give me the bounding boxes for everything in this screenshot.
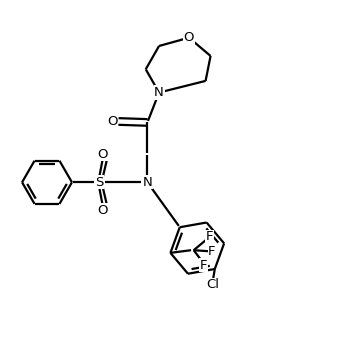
Text: O: O xyxy=(97,148,108,161)
Text: N: N xyxy=(143,176,152,189)
Text: O: O xyxy=(97,204,108,217)
Text: F: F xyxy=(200,259,207,272)
Text: S: S xyxy=(95,176,103,189)
Text: O: O xyxy=(107,115,118,128)
Text: F: F xyxy=(208,245,216,258)
Text: F: F xyxy=(206,231,213,243)
Text: N: N xyxy=(154,86,164,99)
Text: O: O xyxy=(184,31,194,44)
Text: Cl: Cl xyxy=(207,279,220,291)
